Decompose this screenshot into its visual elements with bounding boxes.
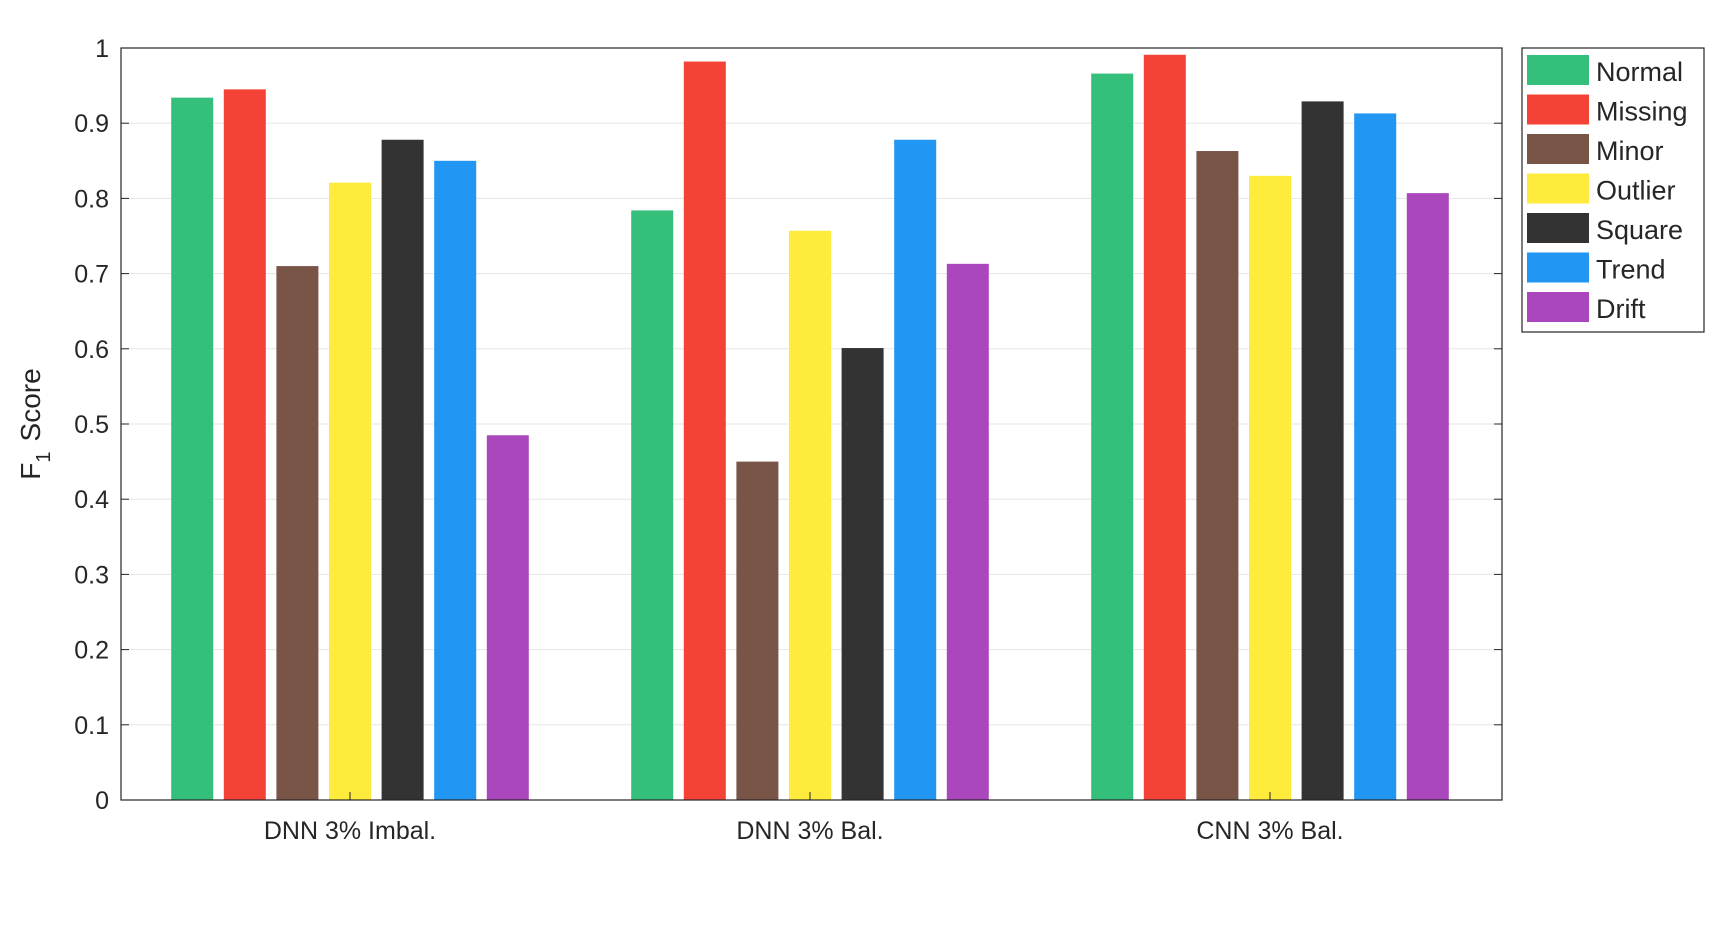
y-axis-label: F1 Score [15,368,55,479]
x-axis-categories: DNN 3% Imbal. DNN 3% Bal. CNN 3% Bal. [264,792,1344,845]
legend-swatch-outlier [1527,173,1589,204]
legend-swatch-minor [1527,134,1589,164]
bar-missing-1 [683,61,726,800]
legend-label-square: Square [1596,215,1683,245]
bar-trend-0 [434,160,477,801]
x-category-label: DNN 3% Bal. [736,817,883,845]
legend-swatch-trend [1527,252,1589,283]
bar-outlier-1 [789,230,831,801]
y-tick-label: 0.1 [74,712,109,740]
bar-trend-1 [894,139,937,800]
bars [171,54,1449,801]
x-category-label: DNN 3% Imbal. [264,817,436,845]
bar-drift-1 [946,263,989,801]
y-tick-label: 0.4 [74,486,109,514]
legend: Normal Missing Minor Outlier Square Trend Drif… [1521,47,1705,333]
y-tick-label: 0.9 [74,110,109,138]
legend-label-minor: Minor [1596,136,1664,166]
y-axis-ticks: 0 0.1 0.2 0.3 0.4 0.5 0.6 0.7 0.8 0.9 1 [74,35,1502,815]
legend-label-missing: Missing [1596,97,1688,127]
x-category-label: CNN 3% Bal. [1196,817,1343,845]
legend-label-outlier: Outlier [1596,176,1676,206]
y-axis-label-main: F [15,463,46,480]
bar-drift-2 [1406,193,1449,801]
y-axis-label-rest: Score [15,368,46,441]
bar-normal-0 [171,97,214,800]
bar-drift-0 [486,435,529,800]
y-tick-label: 0.3 [74,561,109,589]
bar-normal-2 [1091,73,1134,801]
legend-swatch-normal [1527,55,1589,85]
bar-outlier-0 [329,182,371,800]
bar-missing-2 [1143,54,1186,800]
y-tick-label: 0.8 [74,185,109,213]
y-tick-label: 0 [95,787,109,815]
legend-swatch-square [1527,213,1589,243]
legend-swatch-missing [1527,94,1589,125]
bar-square-0 [381,139,424,800]
bar-normal-1 [631,210,674,800]
y-tick-label: 0.6 [74,336,109,364]
bar-minor-1 [736,461,779,800]
bar-outlier-2 [1249,175,1291,801]
bar-minor-0 [276,266,319,801]
y-tick-label: 0.5 [74,411,109,439]
y-tick-label: 1 [95,35,109,63]
y-tick-label: 0.2 [74,637,109,665]
legend-swatch-drift [1527,292,1589,322]
y-tick-label: 0.7 [74,261,109,289]
legend-label-trend: Trend [1596,255,1666,285]
legend-label-normal: Normal [1596,57,1683,87]
bar-missing-0 [223,89,266,801]
bar-square-1 [841,348,884,800]
bar-square-2 [1301,101,1344,801]
bar-minor-2 [1196,151,1239,801]
y-axis-label-subscript: 1 [33,451,55,462]
legend-label-drift: Drift [1596,294,1646,324]
bar-trend-2 [1354,113,1397,800]
